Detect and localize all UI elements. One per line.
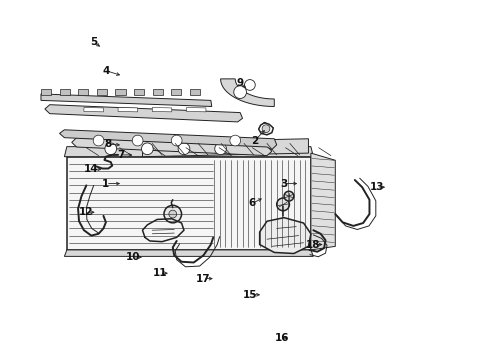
Polygon shape	[41, 94, 212, 107]
Circle shape	[93, 135, 104, 146]
Circle shape	[284, 191, 294, 201]
Polygon shape	[72, 138, 272, 156]
Circle shape	[105, 143, 117, 155]
Circle shape	[164, 205, 182, 223]
Circle shape	[172, 135, 182, 146]
Circle shape	[132, 135, 143, 146]
Polygon shape	[171, 89, 181, 95]
Polygon shape	[64, 147, 313, 157]
Polygon shape	[152, 89, 163, 95]
Circle shape	[215, 143, 226, 155]
Polygon shape	[64, 250, 313, 256]
Text: 12: 12	[79, 207, 94, 217]
Polygon shape	[311, 153, 335, 250]
Text: 2: 2	[251, 136, 258, 145]
Polygon shape	[59, 130, 277, 149]
Circle shape	[245, 80, 255, 90]
Polygon shape	[67, 157, 311, 250]
Text: 7: 7	[117, 150, 124, 160]
Text: 10: 10	[125, 252, 140, 262]
Circle shape	[277, 198, 290, 211]
Text: 4: 4	[102, 66, 110, 76]
Polygon shape	[143, 139, 308, 157]
Text: 8: 8	[105, 139, 112, 149]
Polygon shape	[84, 108, 103, 112]
Polygon shape	[134, 89, 144, 95]
Circle shape	[234, 86, 246, 99]
Text: 1: 1	[102, 179, 109, 189]
Polygon shape	[220, 79, 274, 107]
Polygon shape	[190, 89, 200, 95]
Polygon shape	[152, 108, 172, 112]
Circle shape	[230, 135, 241, 146]
Polygon shape	[115, 89, 125, 95]
Text: 3: 3	[280, 179, 288, 189]
Text: 6: 6	[249, 198, 256, 208]
Text: 13: 13	[369, 182, 384, 192]
Text: 9: 9	[237, 78, 244, 88]
Polygon shape	[45, 105, 243, 122]
Text: 11: 11	[152, 268, 167, 278]
Circle shape	[169, 210, 177, 218]
Polygon shape	[186, 108, 206, 112]
Polygon shape	[78, 89, 88, 95]
Polygon shape	[41, 89, 51, 95]
Text: 15: 15	[243, 290, 257, 300]
Text: 18: 18	[306, 239, 320, 249]
Polygon shape	[97, 89, 107, 95]
Polygon shape	[260, 218, 311, 253]
Circle shape	[178, 143, 190, 155]
Text: 17: 17	[196, 274, 211, 284]
Polygon shape	[118, 108, 138, 112]
Circle shape	[142, 143, 153, 155]
Text: 16: 16	[274, 333, 289, 343]
Text: 14: 14	[84, 164, 98, 174]
Text: 5: 5	[90, 37, 98, 47]
Circle shape	[262, 125, 270, 132]
Polygon shape	[60, 89, 70, 95]
